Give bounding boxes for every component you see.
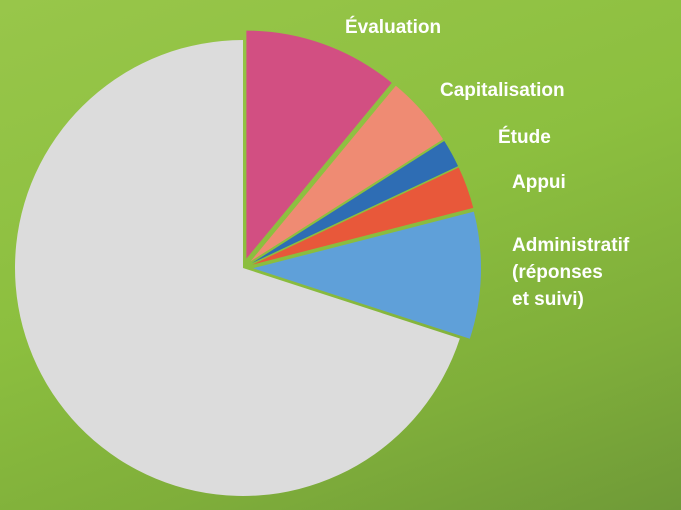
pie-slice [251, 141, 459, 264]
pie-slice [252, 211, 481, 339]
pie-slice [246, 30, 392, 259]
pie-slice [250, 85, 444, 262]
slice-label: Étude [498, 127, 551, 148]
pie-slice [15, 40, 460, 497]
slice-label: Capitalisation [440, 80, 565, 101]
slice-label: Évaluation [345, 17, 442, 38]
slice-label: Appui [512, 172, 566, 193]
slice-label: Administratif (réponses et suivi) [512, 235, 630, 310]
pie-slice [252, 167, 474, 265]
